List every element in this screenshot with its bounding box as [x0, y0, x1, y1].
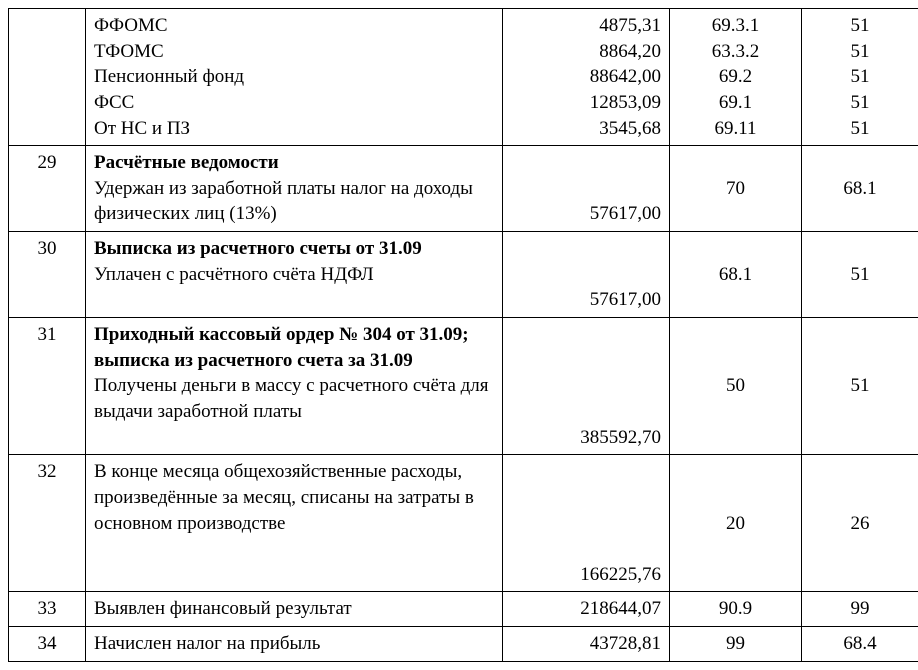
row-description: Выписка из расчетного счеты от 31.09 Упла… [86, 232, 503, 318]
row-description: Выявлен финансовый результат [86, 592, 503, 627]
row-account-credit: 51 51 51 51 51 [802, 9, 918, 146]
row-account-credit: 99 [802, 592, 918, 627]
row-number: 33 [9, 592, 86, 627]
row-amount: 166225,76 [503, 455, 670, 592]
row-account-debit: 69.3.1 63.3.2 69.2 69.1 69.11 [670, 9, 802, 146]
row-account-credit: 51 [802, 318, 918, 455]
description-line: Выявлен финансовый результат [94, 598, 352, 619]
table-row: 29 Расчётные ведомости Удержан из заработн… [9, 146, 918, 232]
row-description: ФФОМС ТФОМС Пенсионный фонд ФСС От НС и ПЗ [86, 9, 503, 146]
row-account-credit: 51 [802, 232, 918, 318]
row-description: Приходный кассовый ордер № 304 от 31.09;… [86, 318, 503, 455]
row-amount: 218644,07 [503, 592, 670, 627]
description-line: Уплачен с расчётного счёта НДФЛ [94, 264, 374, 285]
description-line: ТФОМС [94, 41, 164, 62]
row-account-debit: 20 [670, 455, 802, 592]
description-line: В конце месяца общехозяйственные расходы… [94, 461, 474, 533]
table-row: ФФОМС ТФОМС Пенсионный фонд ФСС От НС и ПЗ 48… [9, 9, 918, 146]
row-description: Расчётные ведомости Удержан из заработной… [86, 146, 503, 232]
row-amount: 4875,31 8864,20 88642,00 12853,09 3545,6… [503, 9, 670, 146]
description-line: От НС и ПЗ [94, 118, 190, 139]
row-number: 32 [9, 455, 86, 592]
row-description: Начислен налог на прибыль [86, 627, 503, 662]
description-line: Выписка из расчетного счеты от 31.09 [94, 238, 422, 259]
row-number: 30 [9, 232, 86, 318]
description-line: Начислен налог на прибыль [94, 633, 320, 654]
row-amount: 43728,81 [503, 627, 670, 662]
description-line: Расчётные ведомости [94, 152, 279, 173]
table-row: 31Приходный кассовый ордер № 304 от 31.0… [9, 318, 918, 455]
row-account-debit: 68.1 [670, 232, 802, 318]
row-number: 34 [9, 627, 86, 662]
row-account-debit: 99 [670, 627, 802, 662]
row-account-credit: 68.4 [802, 627, 918, 662]
description-line: ФСС [94, 92, 134, 113]
table-row: 33Выявлен финансовый результат218644,079… [9, 592, 918, 627]
description-line: Приходный кассовый ордер № 304 от 31.09;… [94, 324, 469, 371]
table-row: 30 Выписка из расчетного счеты от 31.09 Уп… [9, 232, 918, 318]
row-number [9, 9, 86, 146]
row-account-credit: 68.1 [802, 146, 918, 232]
row-amount: 385592,70 [503, 318, 670, 455]
row-amount: 57617,00 [503, 146, 670, 232]
row-account-debit: 70 [670, 146, 802, 232]
row-account-credit: 26 [802, 455, 918, 592]
description-line: Пенсионный фонд [94, 66, 244, 87]
row-account-debit: 90.9 [670, 592, 802, 627]
description-line: Получены деньги в массу с расчетного счё… [94, 375, 489, 422]
row-number: 31 [9, 318, 86, 455]
table-row: 32В конце месяца общехозяйственные расхо… [9, 455, 918, 592]
row-amount: 57617,00 [503, 232, 670, 318]
row-number: 29 [9, 146, 86, 232]
row-account-debit: 50 [670, 318, 802, 455]
description-line: Удержан из заработной платы налог на дох… [94, 178, 473, 225]
description-line: ФФОМС [94, 15, 168, 36]
row-description: В конце месяца общехозяйственные расходы… [86, 455, 503, 592]
table-row: 34 Начислен налог на прибыль 43728,819968.… [9, 627, 918, 662]
accounting-table: ФФОМС ТФОМС Пенсионный фонд ФСС От НС и ПЗ 48… [8, 8, 918, 662]
